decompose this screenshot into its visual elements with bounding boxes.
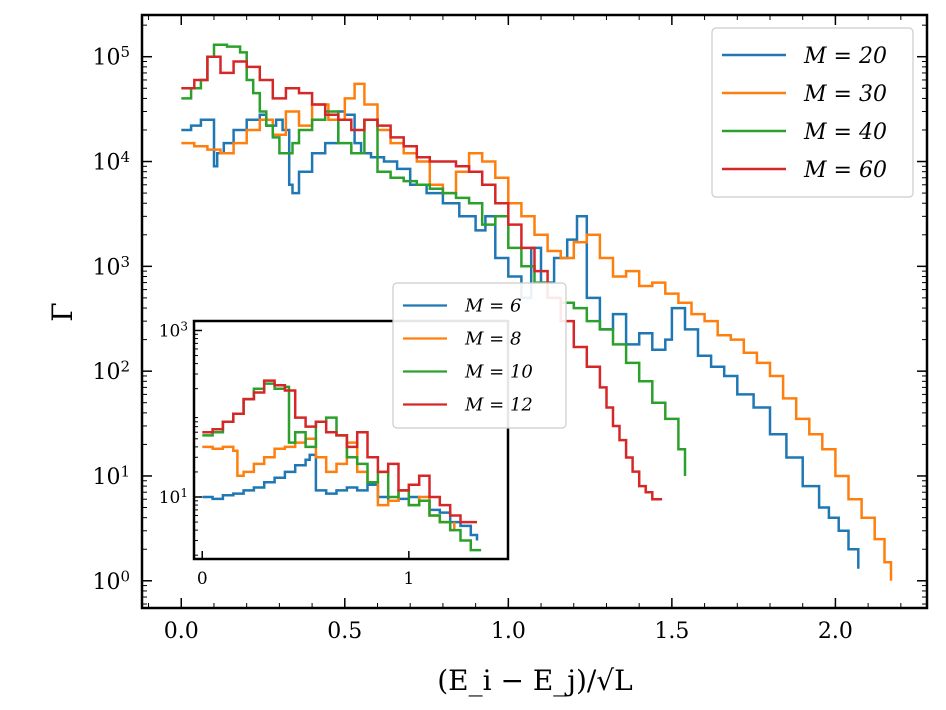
main-series-line-2 bbox=[181, 82, 893, 581]
main-axes-frame bbox=[140, 13, 929, 610]
inset-legend-label-1: M = 6 bbox=[464, 296, 521, 317]
main-x-tick-label: 2.0 bbox=[818, 619, 853, 644]
main-series-line-4 bbox=[181, 55, 663, 501]
main-legend-label-3: M = 40 bbox=[803, 120, 887, 145]
main-legend-frame bbox=[711, 27, 914, 198]
main-y-tick-label: 105 bbox=[92, 43, 130, 71]
main-legend-label-1: M = 20 bbox=[803, 44, 887, 69]
main-x-tick-label: 1.0 bbox=[491, 619, 526, 644]
main-legend: M = 20 M = 30 M = 40 M = 60 bbox=[711, 27, 914, 198]
inset-y-tick-label: 101 bbox=[159, 486, 188, 508]
main-legend-label-2: M = 30 bbox=[803, 82, 887, 107]
main-series-line-3 bbox=[181, 43, 687, 476]
inset-series-line-1 bbox=[202, 453, 479, 541]
inset-legend-label-4: M = 12 bbox=[464, 395, 533, 416]
inset-legend-label-2: M = 8 bbox=[464, 329, 521, 350]
inset-legend-label-3: M = 10 bbox=[464, 362, 533, 383]
y-axis-label: Γ bbox=[46, 302, 79, 321]
x-axis-label: (E_i − E_j)/√L bbox=[437, 664, 633, 697]
main-x-tick-label: 1.5 bbox=[654, 619, 689, 644]
inset-y-tick-label: 103 bbox=[159, 319, 188, 341]
inset-x-tick-label: 1 bbox=[403, 569, 414, 589]
inset-x-tick-label: 0 bbox=[197, 569, 208, 589]
main-y-tick-label: 101 bbox=[92, 462, 130, 490]
main-y-tick-label: 103 bbox=[92, 253, 130, 281]
inset-legend-frame bbox=[392, 282, 567, 429]
main-y-tick-label: 104 bbox=[92, 148, 130, 176]
main-plot: 0.0 0.5 1.0 1.5 2.0 100 101 102 103 104 105 (E_i − … bbox=[46, 13, 929, 697]
inset-series-line-4 bbox=[202, 379, 477, 524]
main-x-tick-label: 0.0 bbox=[164, 619, 199, 644]
inset-axes-frame bbox=[192, 319, 510, 561]
main-y-tick-label: 102 bbox=[92, 358, 130, 386]
main-legend-label-4: M = 60 bbox=[803, 158, 887, 183]
main-x-tick-label: 0.5 bbox=[327, 619, 362, 644]
inset-legend: M = 6 M = 8 M = 10 M = 12 bbox=[392, 282, 567, 429]
main-y-tick-label: 100 bbox=[92, 567, 130, 595]
